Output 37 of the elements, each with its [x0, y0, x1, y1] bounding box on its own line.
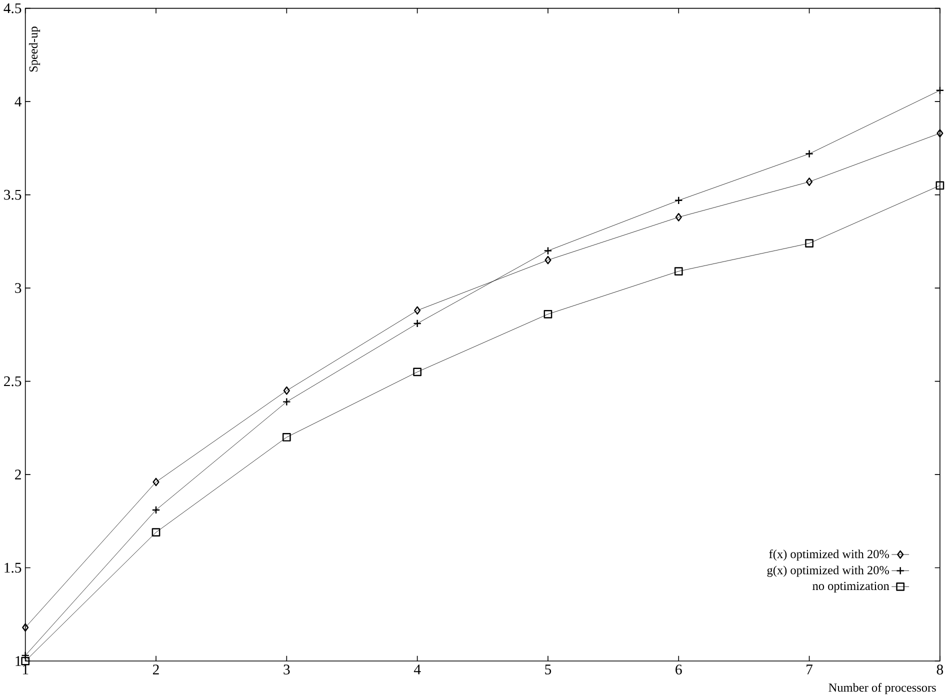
x-tick-label: 2	[152, 664, 159, 675]
y-tick-label: 4.5	[4, 4, 22, 14]
point	[152, 478, 160, 486]
y-tick-label: 2	[15, 470, 21, 480]
x-tick-label: 5	[545, 664, 552, 675]
y-tick-label: 1.5	[4, 563, 22, 573]
point	[544, 310, 552, 319]
x-tick-label: 3	[284, 664, 290, 675]
y-tick-label: 2.5	[4, 376, 22, 386]
legend-label: f(x) optimized with 20%	[769, 550, 889, 561]
point	[413, 368, 422, 376]
legend-label: g(x) optimized with 20%	[767, 566, 889, 578]
point	[22, 623, 29, 632]
x-axis-title: Number of processors	[828, 683, 936, 694]
point	[936, 129, 944, 138]
x-tick-label: 4	[414, 664, 421, 674]
y-tick-label: 4	[14, 96, 22, 107]
y-tick-label: 1	[16, 656, 21, 666]
point	[283, 386, 290, 396]
point	[674, 267, 683, 276]
point	[675, 213, 682, 222]
y-tick-label: 3	[15, 283, 22, 294]
x-tick-label: 1	[22, 664, 28, 675]
legend-label: no optimization	[812, 582, 890, 593]
y-tick-label: 3.5	[4, 190, 22, 200]
point	[21, 657, 30, 666]
point	[282, 433, 291, 442]
point	[152, 528, 160, 537]
x-tick-label: 6	[676, 664, 682, 675]
x-tick-label: 8	[936, 664, 944, 675]
point	[414, 306, 421, 315]
point	[805, 239, 814, 248]
point	[806, 178, 813, 186]
point	[152, 506, 160, 514]
y-axis-title: Speed-up	[28, 26, 40, 72]
x-tick-label: 7	[806, 664, 813, 674]
point	[936, 182, 944, 190]
